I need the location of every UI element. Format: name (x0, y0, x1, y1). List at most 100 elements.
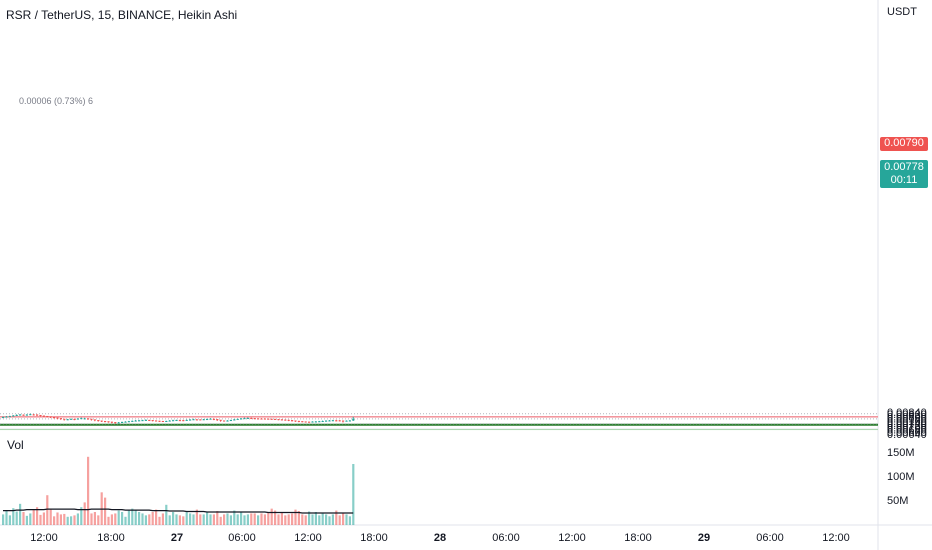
candle-body (216, 419, 219, 421)
candle-body (308, 421, 311, 423)
volume-bar (12, 508, 15, 525)
candle-body (236, 418, 239, 420)
candle-body (212, 418, 215, 420)
volume-label[interactable]: Vol (7, 438, 24, 452)
time-tick-label: 18:00 (624, 532, 652, 544)
candle-body (46, 415, 49, 417)
volume-bar (29, 513, 32, 525)
candle-body (63, 418, 66, 420)
volume-bar (243, 515, 246, 525)
volume-bar (25, 515, 28, 525)
volume-bar (246, 514, 249, 525)
volume-bar (291, 513, 294, 525)
volume-bar (110, 514, 113, 525)
candle-body (15, 414, 18, 416)
volume-bar (53, 516, 56, 525)
symbol-title[interactable]: RSR / TetherUS, 15, BINANCE, Heikin Ashi (6, 8, 238, 22)
time-tick-label: 12:00 (558, 532, 586, 544)
volume-bar (168, 515, 171, 525)
volume-tick-label: 50M (887, 495, 908, 507)
volume-bar (8, 515, 11, 525)
volume-bar (161, 513, 164, 525)
candle-body (277, 419, 280, 421)
volume-bar (342, 513, 345, 525)
candle-body (345, 420, 348, 422)
volume-bar (46, 495, 49, 525)
time-tick-label: 29 (698, 532, 710, 544)
price-tick-label: 0.00700 (887, 422, 927, 434)
volume-bar (178, 515, 181, 525)
candle-body (104, 420, 107, 422)
volume-bar (59, 514, 62, 525)
candle-body (66, 419, 69, 421)
volume-bar (277, 514, 280, 525)
candle-body (73, 419, 76, 421)
volume-bar (70, 516, 73, 525)
volume-bar (348, 516, 351, 525)
candle-body (32, 414, 35, 416)
measure-annotation: 0.00006 (0.73%) 6 (19, 96, 94, 106)
candle-body (107, 421, 110, 423)
volume-bar (189, 513, 192, 525)
candle-body (233, 419, 236, 421)
price-tick-label: 0.00800 (887, 411, 927, 423)
volume-bar (117, 510, 120, 525)
candle-body (291, 420, 294, 422)
volume-bar (236, 514, 239, 525)
candle-body (151, 420, 154, 422)
volume-bar (345, 514, 348, 525)
candle-body (206, 419, 209, 421)
volume-bar (76, 513, 79, 525)
volume-bar (158, 516, 161, 525)
candle-body (192, 419, 195, 421)
candle-body (223, 420, 226, 422)
price-tick-label: 0.00780 (887, 414, 927, 426)
volume-bar (338, 515, 341, 525)
candle-body (202, 419, 205, 421)
candle-body (270, 418, 273, 420)
volume-bar (321, 513, 324, 525)
last-price-value: 0.00778 (884, 161, 924, 173)
volume-bar (104, 497, 107, 525)
candle-body (2, 417, 5, 419)
candle-body (304, 421, 307, 423)
time-tick-label: 27 (171, 532, 183, 544)
volume-bar (294, 509, 297, 525)
volume-bar (124, 516, 127, 525)
volume-bar (42, 512, 45, 525)
resistance-zone (0, 416, 878, 418)
volume-bar (233, 510, 236, 525)
candle-body (53, 417, 56, 419)
candle-body (314, 421, 317, 423)
candle-body (182, 420, 185, 422)
candle-body (90, 418, 93, 420)
volume-bar (63, 513, 66, 525)
volume-bar (90, 513, 93, 525)
candle-body (328, 420, 331, 422)
candle-body (56, 417, 59, 419)
candle-body (93, 419, 96, 421)
volume-bar (49, 509, 52, 525)
candle-body (260, 418, 263, 420)
volume-bar (97, 515, 100, 525)
candle-body (226, 420, 229, 422)
time-tick-label: 06:00 (228, 532, 256, 544)
price-tick-label: 0.00840 (887, 407, 927, 419)
candle-body (124, 421, 127, 423)
candle-body (148, 420, 151, 422)
candle-body (284, 419, 287, 421)
candle-body (36, 414, 39, 416)
candle-body (168, 420, 171, 422)
candle-body (100, 420, 103, 422)
candle-body (76, 418, 79, 420)
volume-bar (223, 514, 226, 525)
volume-bar (138, 512, 141, 525)
candle-body (70, 418, 73, 420)
volume-bar (297, 511, 300, 525)
volume-ma-line (3, 508, 354, 514)
volume-bar (212, 514, 215, 525)
quote-currency-label: USDT (887, 6, 917, 18)
volume-bar (151, 512, 154, 525)
candle-body (141, 420, 144, 422)
